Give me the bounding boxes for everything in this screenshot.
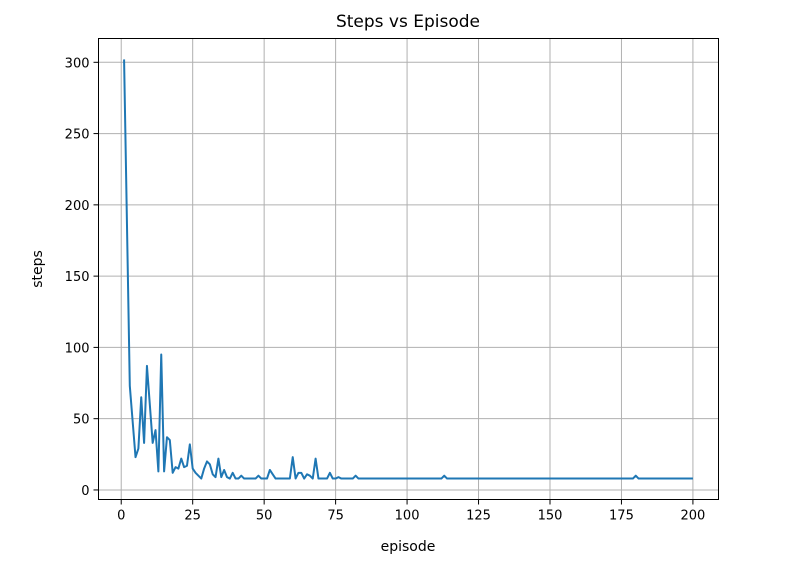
- series-line: [123, 59, 693, 480]
- x-tick-label: 0: [117, 509, 125, 524]
- y-tick-label: 100: [65, 341, 90, 356]
- x-tick-label: 125: [466, 509, 491, 524]
- x-tick-label: 175: [609, 509, 634, 524]
- x-tick-label: 75: [327, 509, 344, 524]
- ticks: [93, 61, 694, 505]
- y-tick-label: 0: [81, 484, 89, 499]
- y-tick-label: 50: [73, 413, 90, 428]
- grid: [98, 38, 719, 500]
- y-tick-label: 300: [65, 56, 90, 71]
- y-axis-label: steps: [30, 250, 46, 288]
- series-layer: [123, 59, 693, 480]
- x-tick-label: 100: [395, 509, 420, 524]
- x-tick-label: 50: [256, 509, 273, 524]
- x-axis-label: episode: [381, 539, 436, 555]
- x-tick-label: 25: [184, 509, 201, 524]
- plot-frame: [98, 38, 719, 500]
- x-tick-label: 150: [538, 509, 563, 524]
- tick-labels: 0 25 50 75 100 125 150 175 200 0 50 100 150 200 250 300: [65, 56, 706, 523]
- x-tick-label: 200: [681, 509, 706, 524]
- y-tick-label: 150: [65, 270, 90, 285]
- y-tick-label: 250: [65, 128, 90, 143]
- y-tick-label: 200: [65, 199, 90, 214]
- chart-title: Steps vs Episode: [336, 12, 480, 32]
